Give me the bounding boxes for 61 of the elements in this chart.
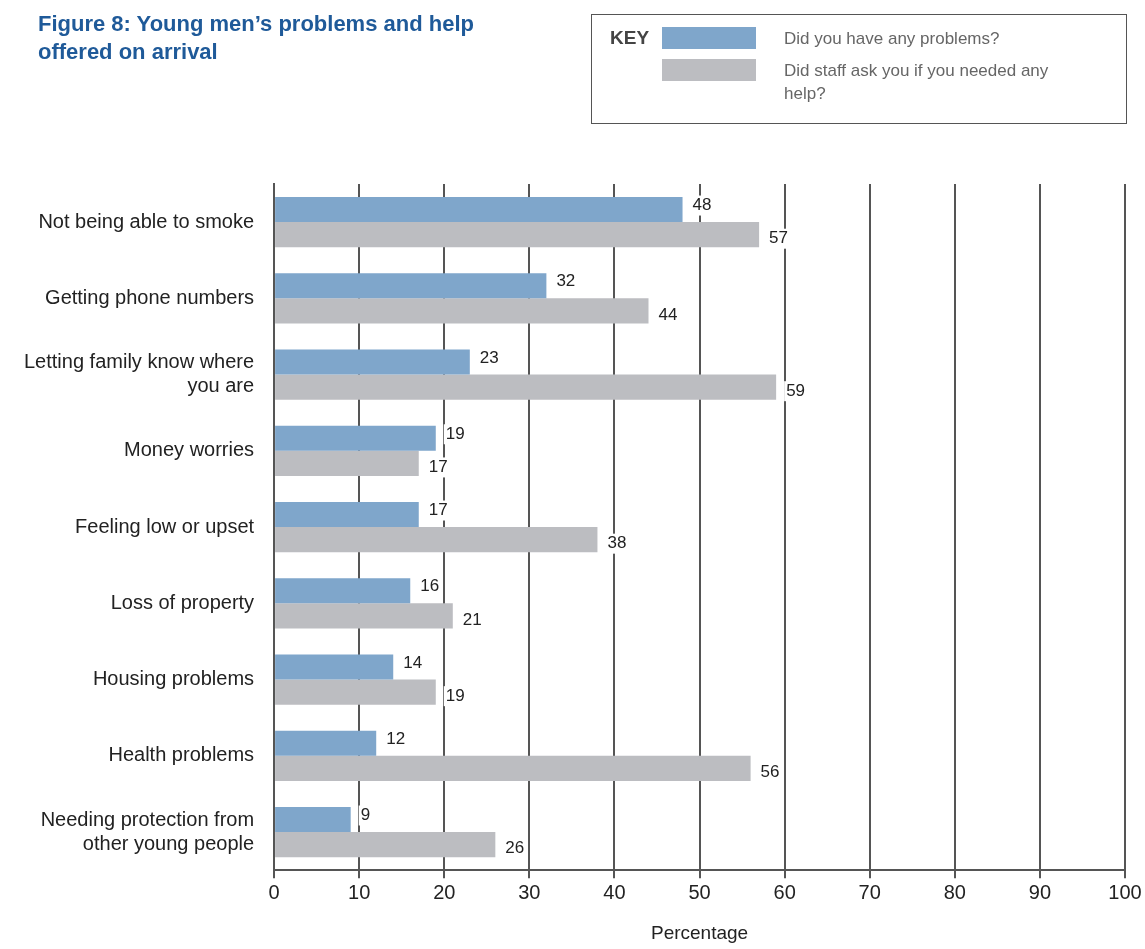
x-tick-label: 70 [858,880,881,903]
text: Did you have any problems? [784,28,1001,50]
x-tick-label: 80 [943,880,966,903]
y-tick-label: Health problems [108,743,255,766]
bar [275,222,760,248]
bar [275,603,453,629]
data-label: 48 [692,195,712,215]
y-tick-label: Money worries [124,438,255,461]
data-label: 14 [403,652,423,672]
data-label: 56 [760,762,780,782]
y-tick-label: Needing protection from other young people [40,807,255,854]
data-label: 32 [556,271,576,291]
data-label: 21 [462,609,482,629]
data-label: 16 [420,576,440,596]
bar [275,578,411,604]
data-label: 26 [505,838,525,858]
data-label: 19 [445,685,465,705]
bar [275,425,436,451]
bar [275,730,377,756]
data-label: 57 [769,228,789,248]
y-tick-label: Feeling low or upset [75,514,255,537]
chart-title: Figure 8: Young men’s problems and help offered on arrival [38,10,475,66]
y-tick-label: Letting family know where you are [24,350,255,397]
data-label: 9 [360,805,371,825]
y-tick-label: Housing problems [92,667,255,690]
bar [275,450,419,477]
bar [275,527,598,553]
data-label: 59 [786,380,806,400]
x-tick-label: 30 [518,880,541,903]
data-label: 44 [658,304,678,324]
x-tick-label: 50 [688,880,711,903]
x-tick-label: 10 [348,880,371,903]
bar [275,273,547,299]
bar [275,832,496,858]
bar [275,374,777,400]
text: Did staff ask you if you needed any help? [784,60,1050,105]
bar [275,196,683,223]
data-label: 17 [428,500,448,520]
y-tick-label: Loss of property [110,590,255,613]
bar [275,349,470,375]
x-tick-label: 100 [1108,880,1142,903]
bar [275,298,649,324]
y-tick-label: Getting phone numbers [45,285,255,308]
bar [275,501,419,528]
data-label: 23 [479,347,499,367]
x-tick-label: 60 [773,880,796,903]
data-label: 19 [445,423,465,443]
data-label: 12 [386,728,406,748]
x-axis-title: Percentage [650,921,749,943]
x-tick-label: 20 [433,880,456,903]
x-tick-label: 90 [1028,880,1052,903]
bar [275,654,394,680]
data-label: 17 [428,457,448,477]
bar [275,755,751,781]
data-label: 38 [607,533,627,553]
x-tick-label: 40 [603,880,626,903]
legend-title: KEY [610,27,650,49]
bar [275,806,351,833]
x-tick-label: 0 [268,880,280,903]
y-tick-label: Not being able to smoke [38,209,255,232]
bar [275,679,436,705]
